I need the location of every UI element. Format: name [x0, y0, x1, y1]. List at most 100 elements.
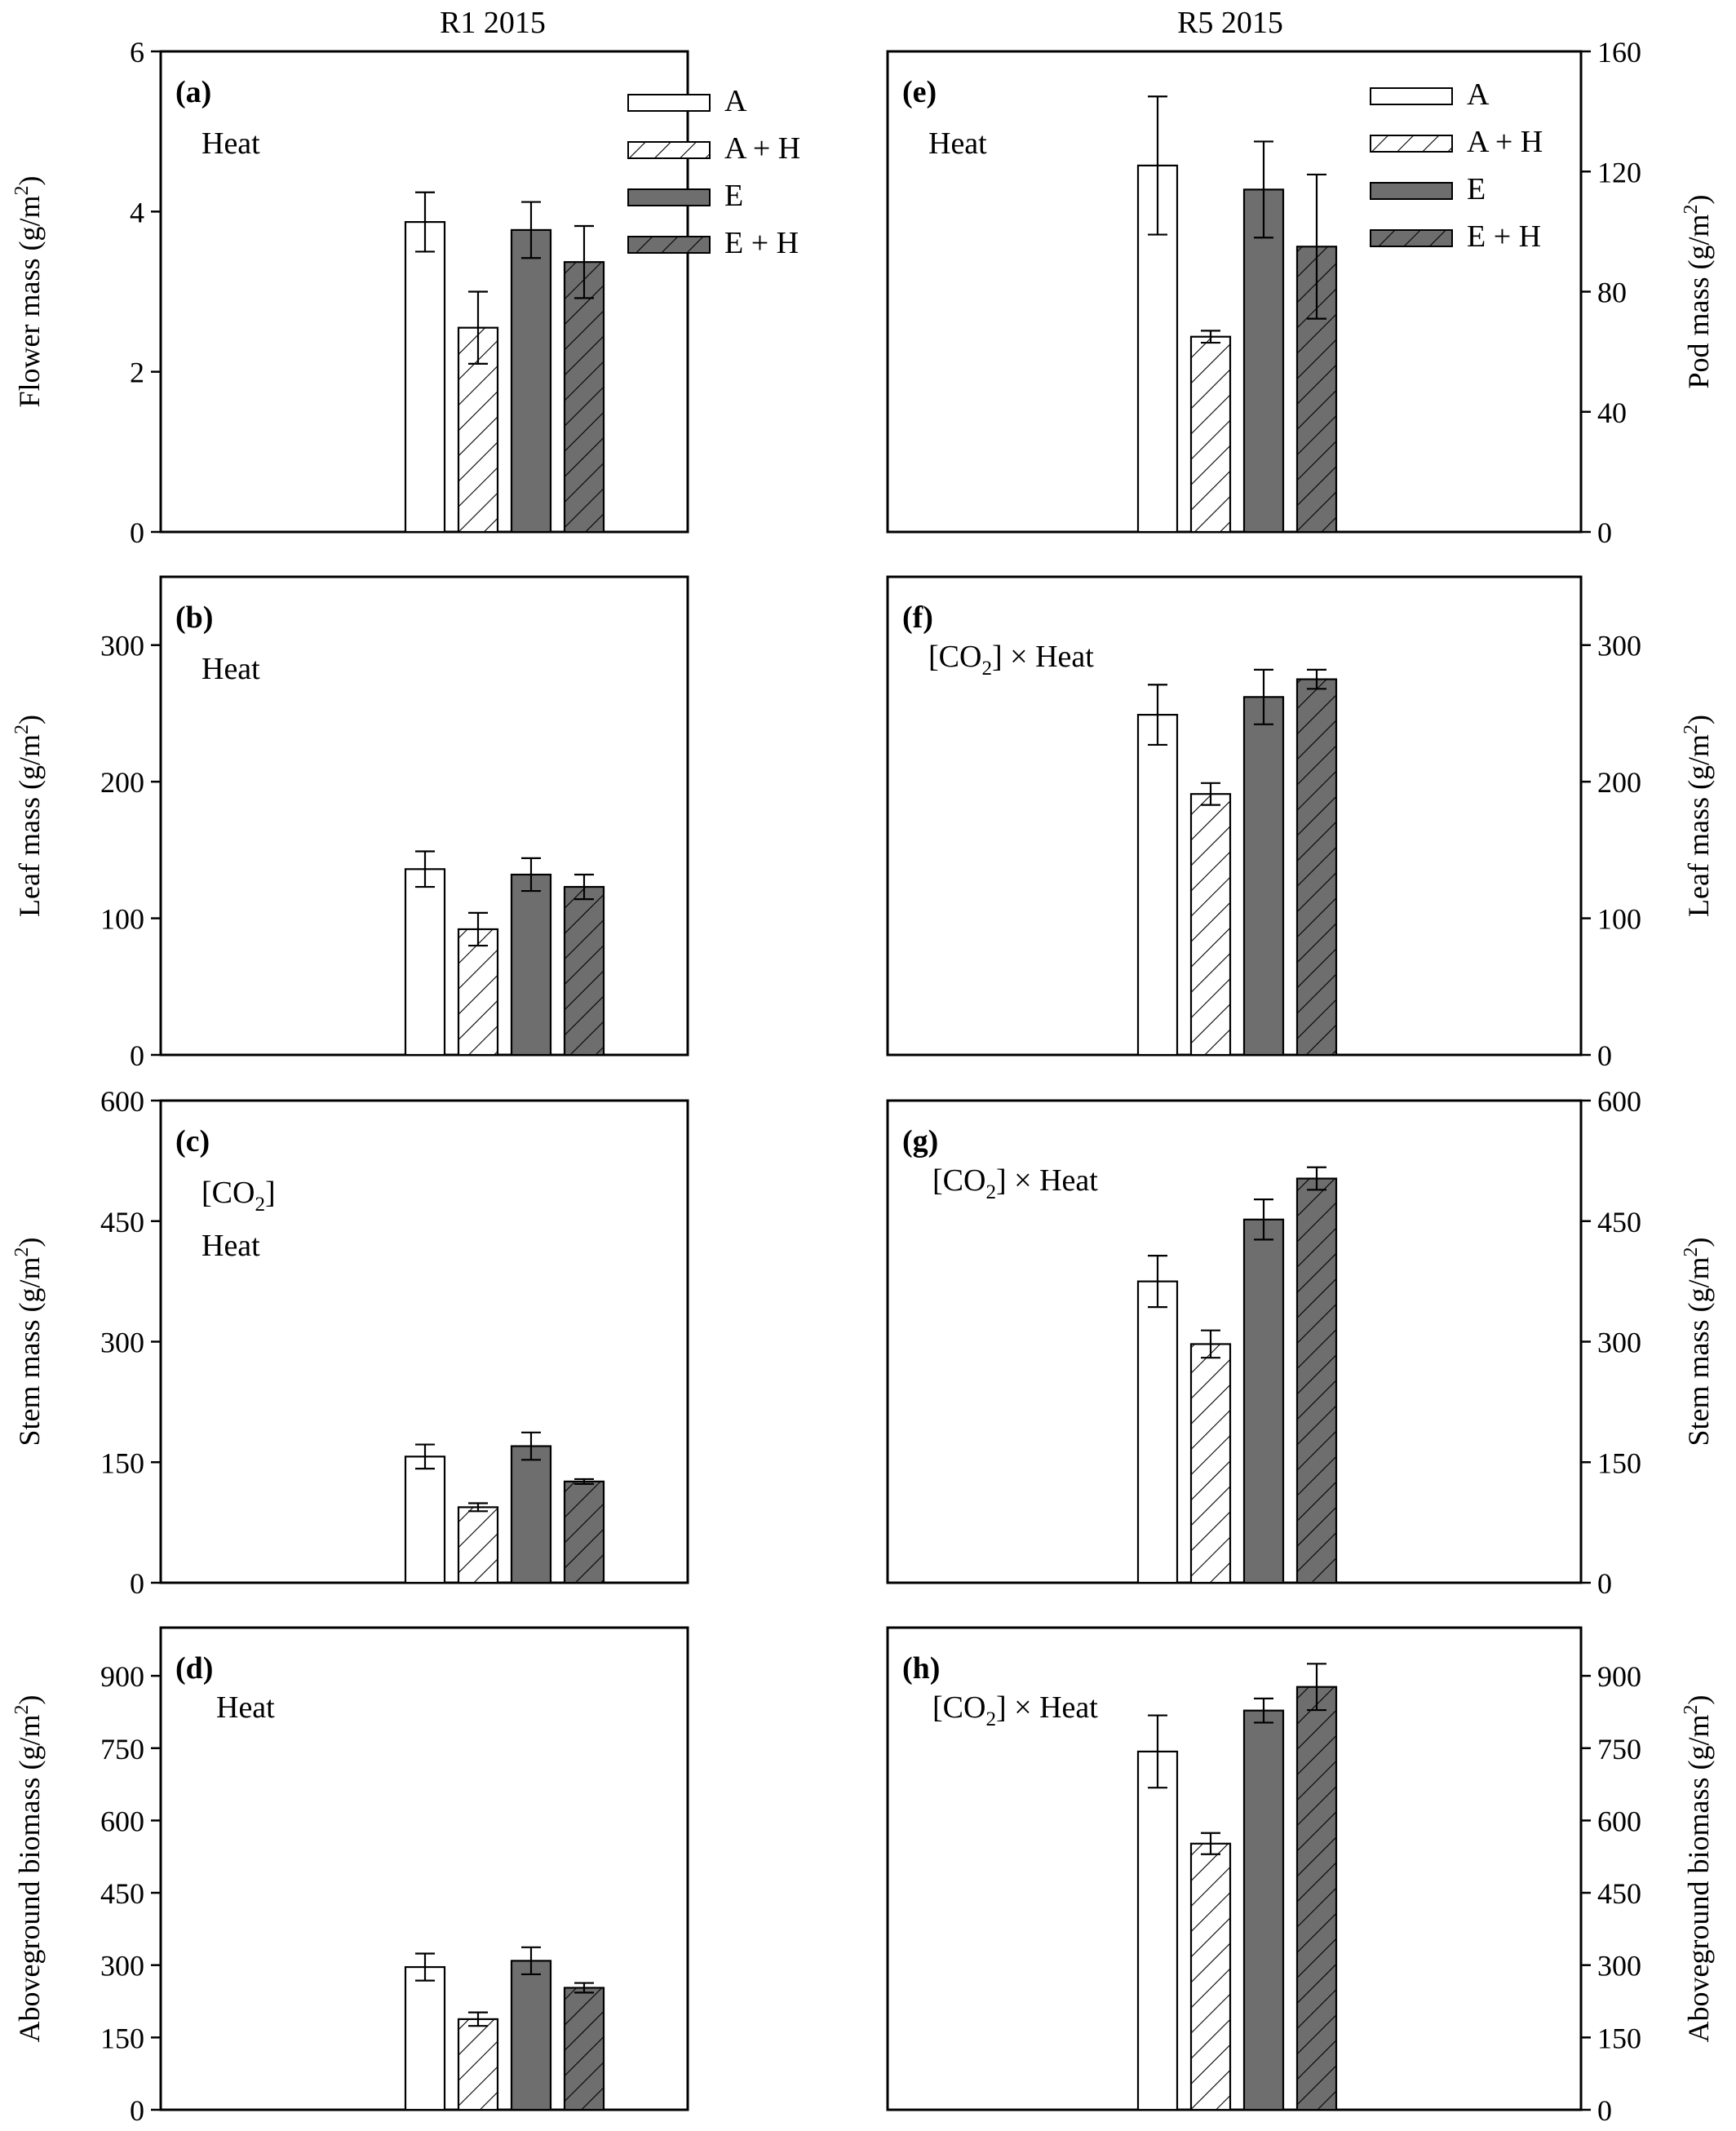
y-tick-label: 120 — [1597, 156, 1641, 188]
legend-swatch — [627, 236, 711, 254]
legend: A A + H E E + H — [627, 84, 800, 260]
y-tick-label: 150 — [100, 1447, 144, 1479]
bar — [1242, 1709, 1285, 2111]
y-tick-label: 2 — [130, 357, 144, 389]
bar — [563, 1480, 605, 1584]
error-bar — [574, 873, 594, 901]
legend-label: A — [1467, 78, 1490, 112]
error-bar — [574, 1982, 594, 1994]
y-tick-label: 150 — [1597, 1447, 1641, 1479]
y-tick-label: 450 — [1597, 1877, 1641, 1910]
error-bar — [468, 2011, 488, 2027]
legend-swatch — [627, 94, 711, 112]
annotation-text: [CO2] — [202, 1176, 276, 1216]
y-tick-label: 0 — [1597, 516, 1612, 549]
panel-label: (f) — [902, 600, 933, 635]
bar — [1295, 1686, 1338, 2111]
legend-label: E — [1467, 172, 1486, 206]
error-bar — [1201, 1329, 1220, 1359]
y-axis-label: Aboveground biomass (g/m2) — [11, 1695, 46, 2043]
legend-swatch — [627, 141, 711, 159]
panels: 0 2 4 6 Flower mass (g/m2) (a) Heat A A + H E E + … — [11, 36, 1715, 2127]
error-bar — [1307, 668, 1326, 690]
error-bar — [1307, 1663, 1326, 1712]
y-tick-label: 300 — [100, 630, 144, 662]
y-axis-label: Flower mass (g/m2) — [11, 176, 46, 408]
bar — [1295, 678, 1338, 1057]
y-tick-label: 600 — [100, 1805, 144, 1837]
panel-f: 0 100 200 300 Leaf mass (g/m2) (f) [CO2] × Hea… — [886, 575, 1715, 1072]
y-tick-label: 600 — [1597, 1085, 1641, 1118]
error-bar — [1254, 140, 1273, 239]
error-bar — [521, 201, 541, 259]
legend-label: E + H — [1467, 219, 1541, 254]
bar — [457, 1506, 499, 1584]
y-tick-label: 0 — [1597, 2094, 1612, 2127]
error-bar — [574, 224, 594, 299]
bar — [510, 873, 552, 1057]
panel-frame — [886, 575, 1583, 1057]
y-tick-label: 0 — [130, 2094, 144, 2127]
y-tick-label: 300 — [1597, 1327, 1641, 1359]
legend-label: E + H — [724, 226, 799, 260]
panel-label: (b) — [175, 600, 213, 635]
y-axis-label: Leaf mass (g/m2) — [1681, 715, 1715, 917]
error-bar — [521, 1946, 541, 1976]
error-bar — [468, 1502, 488, 1513]
error-bar — [415, 1952, 435, 1982]
y-tick-label: 600 — [100, 1085, 144, 1118]
bar — [404, 220, 446, 534]
bar — [457, 2018, 499, 2111]
panel-b: 0 100 200 300 Leaf mass (g/m2) (b) Heat — [11, 575, 689, 1072]
bar — [563, 1987, 605, 2111]
bar — [1189, 1343, 1232, 1584]
bar — [563, 885, 605, 1057]
column-title-r5: R5 2015 — [1177, 6, 1283, 40]
y-axis-label: Pod mass (g/m2) — [1681, 194, 1715, 388]
bar — [1189, 335, 1232, 534]
y-axis-label: Stem mass (g/m2) — [1681, 1238, 1715, 1447]
y-tick-label: 6 — [130, 36, 144, 69]
panel-label: (g) — [902, 1124, 938, 1159]
y-tick-label: 450 — [100, 1206, 144, 1238]
error-bar — [415, 191, 435, 253]
error-bar — [1148, 95, 1167, 236]
panel-frame — [886, 50, 1583, 534]
bar — [1295, 1177, 1338, 1584]
error-bar — [1254, 1198, 1273, 1241]
y-tick-label: 200 — [100, 766, 144, 799]
y-axis-label: Leaf mass (g/m2) — [11, 715, 46, 917]
y-tick-label: 0 — [130, 1567, 144, 1600]
panel-c: 0 150 300 450 600 Stem mass (g/m2) (c) [CO2] Hea… — [11, 1085, 689, 1600]
y-tick-label: 160 — [1597, 36, 1641, 69]
legend-swatch — [1370, 229, 1453, 247]
panel-a: 0 2 4 6 Flower mass (g/m2) (a) Heat A A + H E E + … — [11, 36, 800, 549]
error-bar — [468, 911, 488, 947]
legend-swatch — [1370, 135, 1453, 153]
annotation-text: Heat — [202, 126, 260, 161]
error-bar — [1148, 1255, 1167, 1309]
error-bar — [1307, 173, 1326, 320]
legend-label: A — [724, 84, 747, 118]
annotation-text: [CO2] × Heat — [932, 1690, 1098, 1730]
bar — [404, 1455, 446, 1584]
error-bar — [521, 1431, 541, 1461]
panel-label: (e) — [902, 75, 937, 109]
y-tick-label: 300 — [1597, 1950, 1641, 1983]
y-tick-label: 300 — [1597, 630, 1641, 662]
panel-label: (h) — [902, 1651, 940, 1686]
y-tick-label: 450 — [100, 1877, 144, 1910]
y-tick-label: 4 — [130, 196, 144, 228]
bar — [1242, 1218, 1285, 1584]
error-bar — [1307, 1166, 1326, 1191]
bar — [404, 868, 446, 1057]
y-axis-label: Stem mass (g/m2) — [11, 1238, 46, 1447]
legend: A A + H E E + H — [1370, 78, 1543, 254]
bar — [1189, 1842, 1232, 2111]
annotation-text: [CO2] × Heat — [932, 1163, 1098, 1203]
error-bar — [468, 290, 488, 365]
panel-g: 0 150 300 450 600 Stem mass (g/m2) (g) [CO2] × … — [886, 1085, 1715, 1600]
y-tick-label: 40 — [1597, 397, 1627, 429]
y-tick-label: 80 — [1597, 277, 1627, 309]
